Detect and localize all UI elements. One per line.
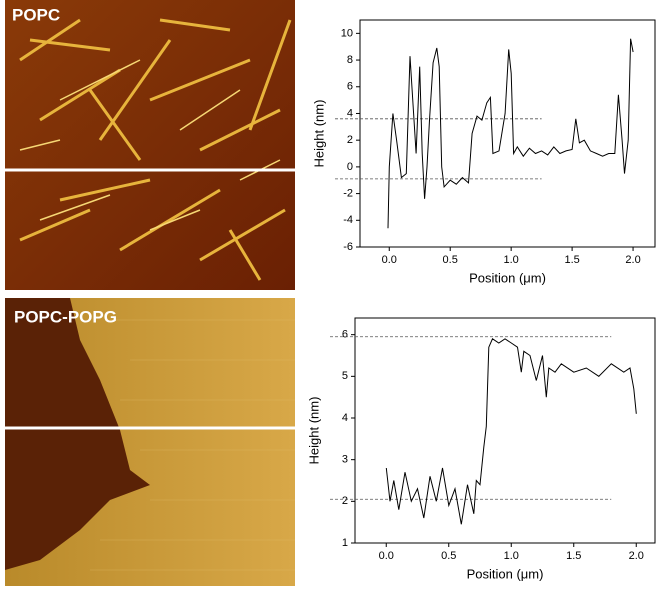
x-tick-label: 0.0 [379, 550, 394, 562]
y-tick-label: -4 [343, 214, 353, 226]
afm-image-popc-popg [5, 298, 295, 586]
y-tick-label: 5 [342, 370, 348, 382]
y-tick-label: -6 [343, 241, 353, 253]
y-tick-label: 4 [342, 412, 348, 424]
plot-frame [354, 317, 656, 544]
afm-image-popc [5, 0, 295, 290]
x-tick-label: 1.5 [564, 254, 579, 266]
x-axis-label: Position (μm) [469, 270, 546, 285]
image-label: POPC [12, 5, 60, 24]
y-tick-label: 4 [347, 107, 353, 119]
y-tick-label: 6 [342, 329, 348, 341]
plot-frame [359, 19, 656, 248]
y-axis-label: Height (nm) [311, 100, 326, 168]
x-tick-label: 2.0 [625, 254, 640, 266]
y-tick-label: 8 [347, 54, 353, 66]
profile-line [385, 338, 637, 525]
x-tick-label: 0.0 [382, 254, 397, 266]
y-tick-label: -2 [343, 187, 353, 199]
x-axis-label: Position (μm) [467, 566, 544, 581]
x-tick-label: 0.5 [441, 550, 456, 562]
y-tick-label: 0 [347, 161, 353, 173]
y-tick-label: 2 [347, 134, 353, 146]
y-tick-label: 10 [341, 27, 353, 39]
image-label: POPC-POPG [14, 307, 117, 326]
y-tick-label: 6 [347, 81, 353, 93]
x-tick-label: 1.0 [504, 254, 519, 266]
y-tick-label: 1 [342, 537, 348, 549]
x-tick-label: 0.5 [443, 254, 458, 266]
y-tick-label: 2 [342, 495, 348, 507]
x-tick-label: 2.0 [629, 550, 644, 562]
y-tick-label: 3 [342, 454, 348, 466]
y-axis-label: Height (nm) [306, 397, 321, 465]
x-tick-label: 1.0 [504, 550, 519, 562]
x-tick-label: 1.5 [566, 550, 581, 562]
profile-line [387, 38, 634, 229]
